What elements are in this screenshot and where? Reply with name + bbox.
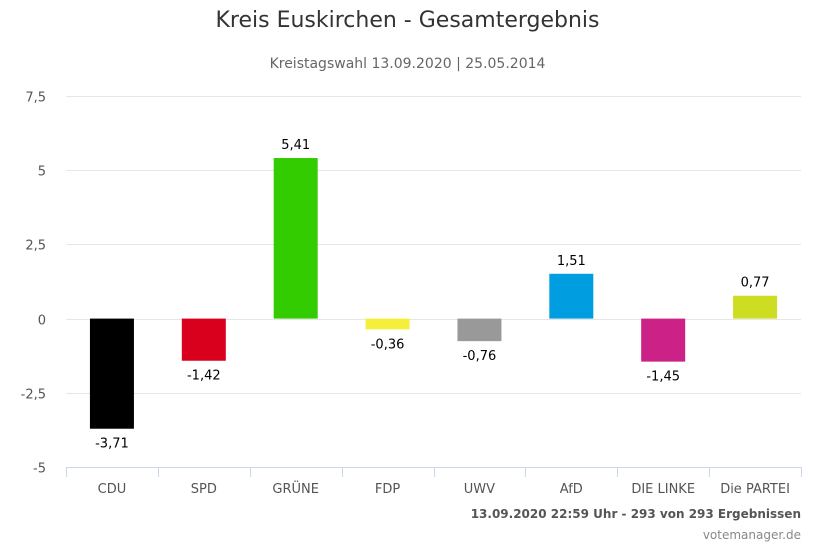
x-tick-label: FDP bbox=[375, 482, 400, 497]
chart-subtitle: Kreistagswahl 13.09.2020 | 25.05.2014 bbox=[269, 56, 546, 72]
data-label: -0,36 bbox=[371, 337, 405, 352]
x-tick-label: Die PARTEI bbox=[720, 482, 790, 497]
x-tick-label: DIE LINKE bbox=[631, 482, 695, 497]
bar-uwv bbox=[457, 318, 502, 342]
credit-link[interactable]: votemanager.de bbox=[702, 528, 801, 542]
data-label: 0,77 bbox=[741, 276, 770, 291]
x-tick-label: CDU bbox=[98, 482, 127, 497]
result-status: 13.09.2020 22:59 Uhr - 293 von 293 Ergeb… bbox=[470, 507, 801, 521]
y-tick-label: 5 bbox=[38, 165, 46, 180]
data-label: -1,45 bbox=[646, 370, 680, 385]
data-label: -3,71 bbox=[95, 437, 129, 452]
x-tick-label: AfD bbox=[560, 482, 583, 497]
x-tick-label: GRÜNE bbox=[272, 480, 319, 497]
y-tick-label: -5 bbox=[33, 462, 46, 477]
data-label: -1,42 bbox=[187, 369, 221, 384]
data-label: 5,41 bbox=[281, 138, 310, 153]
bar-fdp bbox=[365, 318, 410, 330]
bar-cdu bbox=[89, 318, 134, 429]
bar-die-linke bbox=[641, 318, 686, 362]
y-tick-label: 0 bbox=[38, 314, 46, 329]
y-tick-label: 7,5 bbox=[25, 91, 46, 106]
data-label: 1,51 bbox=[557, 254, 586, 269]
bar-afd bbox=[549, 273, 594, 319]
bar-spd bbox=[181, 318, 226, 361]
data-label: -0,76 bbox=[463, 349, 497, 364]
y-tick-label: -2,5 bbox=[21, 388, 46, 403]
bar-grüne bbox=[273, 158, 318, 319]
y-tick-label: 2,5 bbox=[25, 239, 46, 254]
x-tick-label: UWV bbox=[464, 482, 495, 497]
bar-die-partei bbox=[733, 295, 778, 319]
x-tick-label: SPD bbox=[191, 482, 217, 497]
chart-title: Kreis Euskirchen - Gesamtergebnis bbox=[215, 8, 600, 33]
